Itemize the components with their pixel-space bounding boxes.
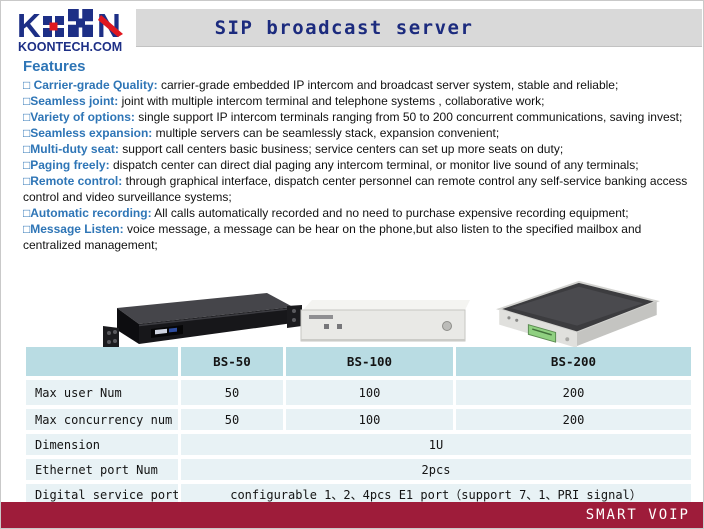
row-value: 200	[456, 380, 691, 405]
row-value: 50	[181, 380, 286, 405]
feature-label: □Seamless expansion:	[23, 126, 153, 140]
feature-text: All calls automatically recorded and no …	[154, 206, 629, 220]
feature-text: through graphical interface, dispatch ce…	[23, 174, 688, 204]
row-value: 100	[286, 409, 456, 430]
feature-text: carrier-grade embedded IP intercom and b…	[160, 78, 619, 92]
row-label: Digital service port	[26, 484, 181, 505]
feature-text: voice message, a message can be hear on …	[23, 222, 642, 252]
feature-text: single support IP intercom terminals ran…	[138, 110, 683, 124]
feature-item: □Remote control: through graphical inter…	[23, 173, 701, 205]
feature-text: support call centers basic business; ser…	[122, 142, 564, 156]
table-header-row: BS-50 BS-100 BS-200	[26, 347, 691, 376]
row-value: 200	[456, 409, 691, 430]
column-header: BS-50	[181, 347, 286, 376]
feature-item: □Automatic recording: All calls automati…	[23, 205, 701, 221]
title-bar: SIP broadcast server	[136, 9, 702, 47]
logo-letter-k: K	[17, 7, 41, 44]
feature-label: □Remote control:	[23, 174, 123, 188]
feature-text: dispatch center can direct dial paging a…	[112, 158, 639, 172]
row-value: 50	[181, 409, 286, 430]
koontech-logo: K N KOONTECH.COM	[17, 3, 139, 57]
white-1u-server-photo	[300, 300, 470, 342]
feature-label: □Automatic recording:	[23, 206, 152, 220]
row-label: Ethernet port Num	[26, 459, 181, 480]
row-label: Max user Num	[26, 380, 181, 405]
footer-text: SMART VOIP	[585, 507, 690, 523]
feature-item: □Multi-duty seat: support call centers b…	[23, 141, 701, 157]
table-row: Dimension 1U	[26, 434, 691, 455]
logo-o2-cross-icon	[68, 9, 93, 37]
product-photos-row	[1, 276, 703, 350]
koontech-logo-graphic: K N KOONTECH.COM	[17, 7, 123, 54]
logo-o1-cross-icon	[43, 16, 64, 37]
row-value-span: 1U	[181, 434, 691, 455]
feature-label: □ Carrier-grade Quality:	[23, 78, 158, 92]
table-body: Max user Num 50 100 200 Max concurrency num 5…	[26, 380, 691, 505]
table-row: Max concurrency num 50 100 200	[26, 409, 691, 430]
footer-bar: SMART VOIP	[1, 502, 703, 528]
feature-item: □Seamless expansion: multiple servers ca…	[23, 125, 701, 141]
row-value-span: 2pcs	[181, 459, 691, 480]
logo-red-stripe	[98, 15, 123, 37]
feature-label: □Seamless joint:	[23, 94, 119, 108]
feature-label: □Variety of options:	[23, 110, 135, 124]
feature-item: □Paging freely: dispatch center can dire…	[23, 157, 701, 173]
feature-item: □Message Listen: voice message, a messag…	[23, 221, 701, 253]
row-label: Max concurrency num	[26, 409, 181, 430]
comparison-table: BS-50 BS-100 BS-200 Max user Num 50 100 200 Ma…	[26, 347, 691, 505]
features-list: □ Carrier-grade Quality: carrier-grade e…	[23, 77, 701, 253]
feature-item: □Seamless joint: joint with multiple int…	[23, 93, 701, 109]
column-header: BS-200	[456, 347, 691, 376]
table-row: Max user Num 50 100 200	[26, 380, 691, 405]
features-heading: Features	[23, 58, 86, 75]
feature-label: □Message Listen:	[23, 222, 124, 236]
page-title: SIP broadcast server	[214, 16, 474, 39]
feature-text: joint with multiple intercom terminal an…	[121, 94, 545, 108]
feature-label: □Paging freely:	[23, 158, 110, 172]
feature-item: □ Carrier-grade Quality: carrier-grade e…	[23, 77, 701, 93]
table-row: Ethernet port Num 2pcs	[26, 459, 691, 480]
row-value: 100	[286, 380, 456, 405]
table-row: Digital service port configurable 1、2、4pc…	[26, 484, 691, 505]
logo-domain-text: KOONTECH.COM	[18, 40, 122, 54]
row-value-span: configurable 1、2、4pcs E1 port（support 7、…	[181, 484, 691, 505]
feature-text: multiple servers can be seamlessly stack…	[155, 126, 500, 140]
row-label: Dimension	[26, 434, 181, 455]
feature-label: □Multi-duty seat:	[23, 142, 119, 156]
feature-item: □Variety of options: single support IP i…	[23, 109, 701, 125]
features-section: Features □ Carrier-grade Quality: carrie…	[23, 58, 701, 253]
black-1u-rack-server-photo	[103, 293, 302, 349]
silver-desktop-server-photo	[496, 280, 660, 348]
table-corner-cell	[26, 347, 181, 376]
column-header: BS-100	[286, 347, 456, 376]
